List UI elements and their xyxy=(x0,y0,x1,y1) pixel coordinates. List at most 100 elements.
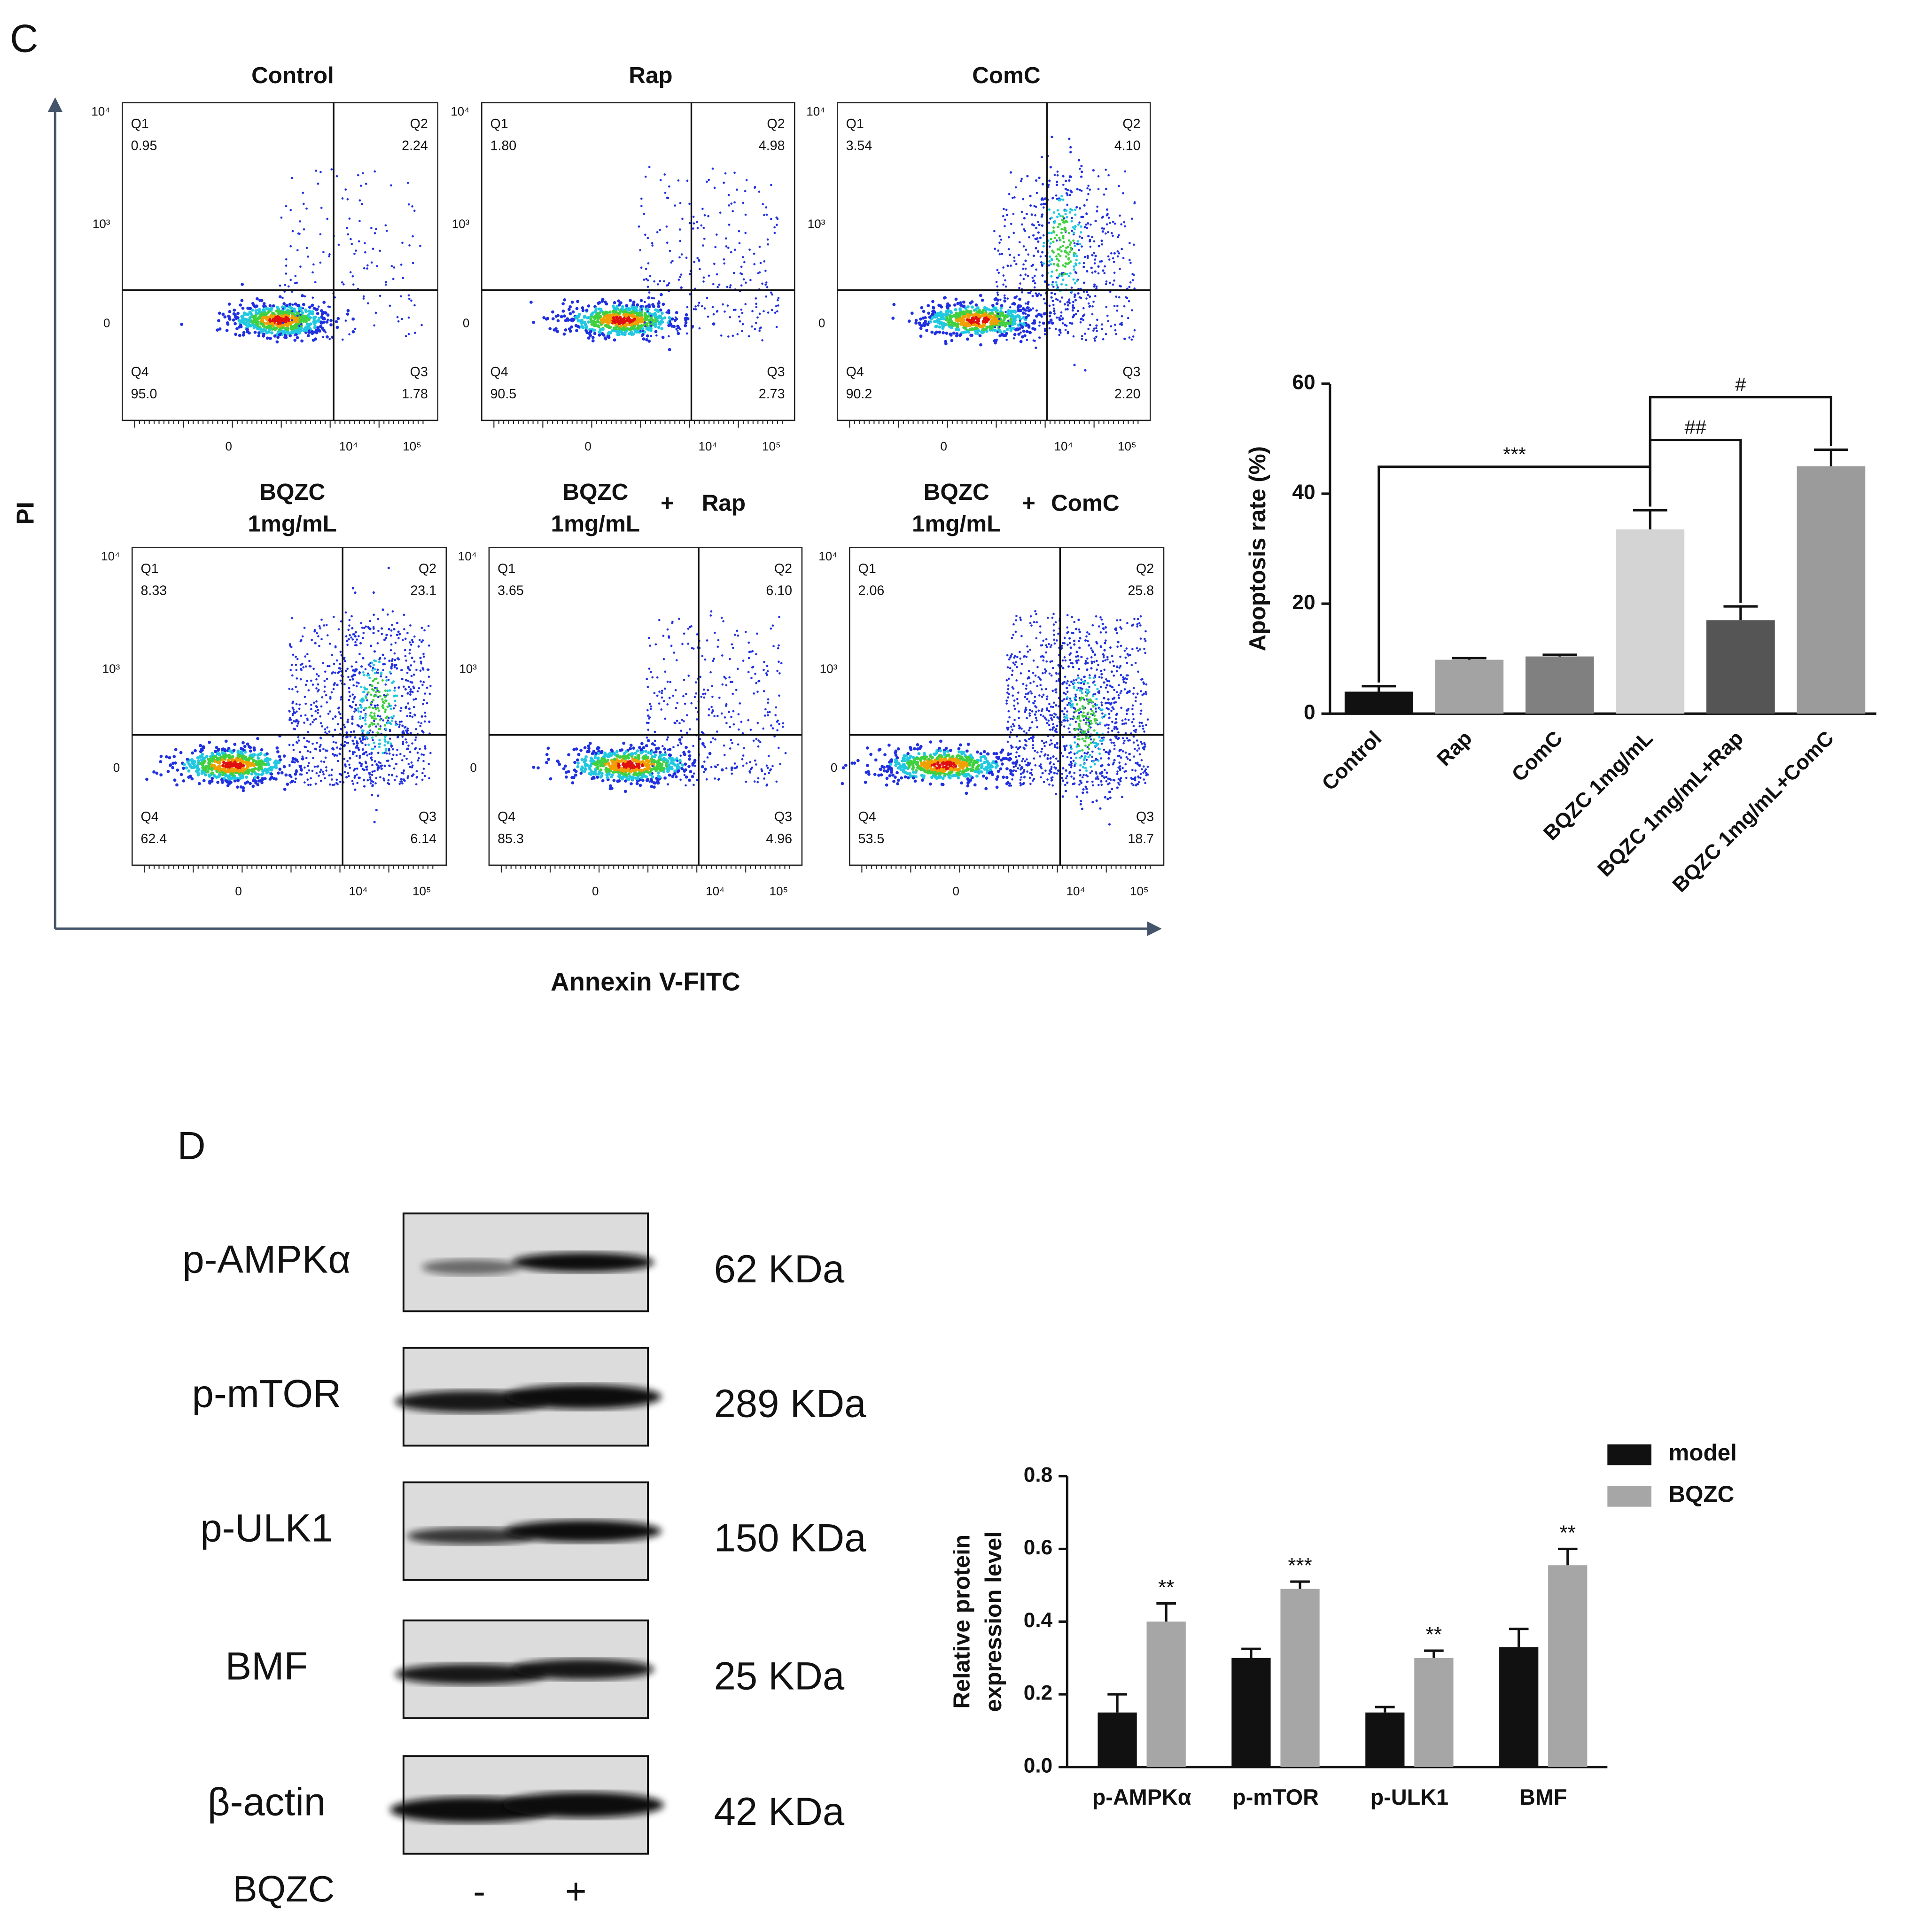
plot-frame xyxy=(122,102,438,421)
cell-dot xyxy=(299,663,302,666)
cell-dot xyxy=(1023,217,1026,220)
cell-dot xyxy=(703,214,706,217)
cell-dot xyxy=(393,689,396,692)
cell-dot xyxy=(739,272,742,275)
cell-dot xyxy=(980,330,983,334)
cell-dot xyxy=(296,760,299,763)
cell-dot xyxy=(776,310,778,313)
cell-dot xyxy=(736,333,739,335)
cell-dot xyxy=(722,303,724,306)
cell-dot xyxy=(289,669,292,671)
cell-dot xyxy=(1018,254,1020,256)
cell-dot xyxy=(1062,219,1065,222)
cell-dot xyxy=(686,306,689,309)
cell-dot xyxy=(270,331,274,335)
cell-dot xyxy=(197,759,201,763)
cell-dot xyxy=(253,748,256,752)
cell-dot xyxy=(228,749,232,753)
cell-dot xyxy=(289,643,291,645)
cell-dot xyxy=(248,316,252,319)
cell-dot xyxy=(1048,179,1051,182)
cell-dot xyxy=(758,246,761,248)
cell-dot xyxy=(363,267,366,270)
significance-bracket xyxy=(1378,466,1651,683)
cell-dot xyxy=(725,237,727,240)
cell-dot xyxy=(426,702,428,705)
cell-dot xyxy=(1083,204,1086,207)
cell-dot xyxy=(675,328,678,330)
cell-dot xyxy=(374,672,376,675)
cell-dot xyxy=(393,767,396,770)
cell-dot xyxy=(333,754,336,757)
cell-dot xyxy=(385,281,388,283)
cell-dot xyxy=(309,751,311,753)
cell-dot xyxy=(1079,188,1082,191)
bar xyxy=(1706,620,1775,714)
cell-dot xyxy=(208,774,211,778)
cell-dot xyxy=(342,283,345,286)
cell-dot xyxy=(364,242,366,245)
bar xyxy=(1435,660,1504,714)
cell-dot xyxy=(354,736,357,739)
cell-dot xyxy=(392,707,395,710)
cell-dot xyxy=(369,729,372,732)
cell-dot xyxy=(575,329,578,333)
cell-dot xyxy=(354,788,357,791)
cell-dot xyxy=(633,318,637,321)
cell-dot xyxy=(1080,175,1083,178)
cell-dot xyxy=(1082,307,1085,310)
cell-dot xyxy=(1056,174,1059,177)
cell-dot xyxy=(262,328,265,332)
error-bar xyxy=(1362,685,1396,692)
cell-dot xyxy=(619,301,623,305)
cell-dot xyxy=(370,711,373,714)
cell-dot xyxy=(922,321,926,325)
cell-dot xyxy=(347,638,350,641)
cell-dot xyxy=(409,766,412,768)
cell-dot xyxy=(719,211,722,214)
cell-dot xyxy=(1052,263,1055,265)
cell-dot xyxy=(1111,232,1113,234)
cell-dot xyxy=(1022,245,1025,248)
cell-dot xyxy=(689,272,691,275)
cell-dot xyxy=(758,271,761,274)
cell-dot xyxy=(182,767,185,770)
cell-dot xyxy=(384,696,387,698)
cell-dot xyxy=(292,749,295,751)
cell-dot xyxy=(407,685,411,689)
cell-dot xyxy=(938,330,942,334)
cell-dot xyxy=(1009,306,1012,309)
cell-dot xyxy=(744,232,747,234)
cell-dot xyxy=(613,321,617,324)
cell-dot xyxy=(1093,252,1096,254)
plot-frame xyxy=(837,102,1151,421)
cell-dot xyxy=(988,308,991,312)
cell-dot xyxy=(335,754,338,757)
cell-dot xyxy=(1064,262,1067,265)
cell-dot xyxy=(1032,234,1035,237)
cell-dot xyxy=(958,334,962,337)
cell-dot xyxy=(395,723,397,727)
cell-dot xyxy=(1053,307,1055,310)
cell-dot xyxy=(374,691,377,694)
cell-dot xyxy=(362,636,364,639)
cell-dot xyxy=(385,676,388,678)
cell-dot xyxy=(658,301,661,303)
cell-dot xyxy=(350,636,353,639)
cell-dot xyxy=(1082,315,1085,318)
quadrant-name: Q1 xyxy=(131,116,149,132)
y-tick-label: 0.4 xyxy=(1024,1609,1053,1632)
cell-dot xyxy=(254,309,258,312)
cell-dot xyxy=(1001,253,1004,255)
cell-dot xyxy=(532,320,536,324)
cell-dot xyxy=(354,635,357,638)
cell-dot xyxy=(542,316,546,319)
cell-dot xyxy=(344,611,347,614)
cell-dot xyxy=(384,740,387,743)
cell-dot xyxy=(391,660,393,662)
cell-dot xyxy=(1064,265,1067,268)
cell-dot xyxy=(173,778,177,782)
cell-dot xyxy=(942,317,945,321)
